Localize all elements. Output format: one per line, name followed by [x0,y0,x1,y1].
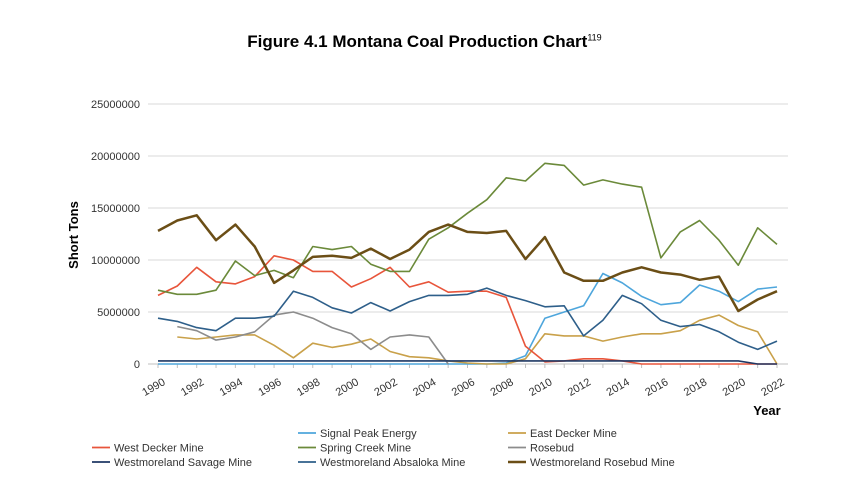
series-line-signal-peak-energy [158,272,778,365]
x-tick-label: 2000 [334,376,361,399]
series-line-east-decker-mine [177,314,778,365]
y-axis-label: Short Tons [66,201,81,269]
x-tick-label: 1994 [218,376,245,399]
y-tick-label: 25000000 [91,99,140,111]
y-tick-label: 10000000 [91,255,140,267]
legend-item: Signal Peak Energy [298,428,417,440]
x-tick-label: 1998 [295,376,322,399]
x-tick-label: 2016 [643,376,670,399]
series-line-westmoreland-savage-mine [158,360,777,365]
y-tick-label: 5000000 [97,307,140,319]
legend-item: East Decker Mine [508,428,617,440]
y-tick-label: 0 [134,359,140,371]
legend-label: Westmoreland Rosebud Mine [530,457,675,469]
legend-item: Westmoreland Rosebud Mine [508,457,675,469]
legend-item: Rosebud [508,443,574,455]
legend-label: Rosebud [530,443,574,455]
chart-title: Figure 4.1 Montana Coal Production Chart… [0,32,849,52]
x-axis-label: Year [753,403,780,418]
legend-item: Westmoreland Savage Mine [92,457,252,469]
series-line-spring-creek-mine [157,162,778,296]
x-tick-label: 2014 [605,376,632,399]
x-tick-label: 2006 [450,376,477,399]
x-tick-label: 2002 [372,376,399,399]
series-line-westmoreland-rosebud-mine [157,214,778,313]
legend-item: Westmoreland Absaloka Mine [298,457,465,469]
series-line-rosebud [177,311,449,365]
legend-item: Spring Creek Mine [298,443,411,455]
x-tick-label: 2018 [682,376,709,399]
legend-label: West Decker Mine [114,443,204,455]
x-tick-label: 1996 [256,376,283,399]
legend-label: Spring Creek Mine [320,443,411,455]
legend-label: Westmoreland Savage Mine [114,457,252,469]
legend-label: Signal Peak Energy [320,428,417,440]
y-tick-label: 15000000 [91,203,140,215]
series-line-west-decker-mine [157,255,777,365]
legend-item: West Decker Mine [92,443,204,455]
x-tick-label: 2012 [566,376,593,399]
x-tick-label: 1990 [140,376,167,399]
x-tick-label: 2010 [527,376,554,399]
title-text: Figure 4.1 Montana Coal Production Chart [247,32,588,51]
title-footnote: 119 [587,32,602,43]
legend-label: East Decker Mine [530,428,617,440]
x-tick-label: 1992 [179,376,206,399]
x-tick-label: 2004 [411,376,438,399]
legend-label: Westmoreland Absaloka Mine [320,457,465,469]
x-tick-label: 2008 [488,376,515,399]
x-tick-label: 2022 [759,376,786,399]
series-line-westmoreland-absaloka-mine [157,287,778,351]
y-tick-label: 20000000 [91,151,140,163]
x-tick-label: 2020 [721,376,748,399]
